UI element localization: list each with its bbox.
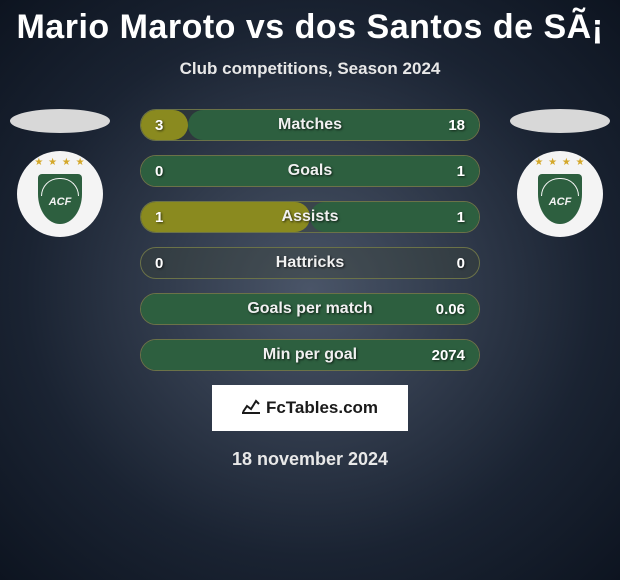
stats-list: 3 Matches 18 0 Goals 1 1 Assists 1 0 Hattricks 0 Goa… bbox=[140, 109, 480, 371]
player-left-column: ★ ★ ★ ★ ACF bbox=[10, 109, 110, 237]
badge-letters: ACF bbox=[49, 196, 72, 208]
stat-value-right: 1 bbox=[457, 163, 465, 180]
player-right-club-badge: ★ ★ ★ ★ ACF bbox=[517, 151, 603, 237]
player-left-club-badge: ★ ★ ★ ★ ACF bbox=[17, 151, 103, 237]
stat-row: Goals per match 0.06 bbox=[140, 293, 480, 325]
stat-value-right: 18 bbox=[448, 117, 465, 134]
stat-value-right: 1 bbox=[457, 209, 465, 226]
watermark-text: FcTables.com bbox=[266, 398, 378, 418]
badge-stars-icon: ★ ★ ★ ★ bbox=[34, 157, 85, 168]
stat-label: Hattricks bbox=[276, 254, 344, 272]
stat-fill-left bbox=[141, 110, 188, 140]
watermark: FcTables.com bbox=[212, 385, 408, 431]
stat-value-right: 0 bbox=[457, 255, 465, 272]
chart-icon bbox=[242, 398, 260, 419]
stat-row: Min per goal 2074 bbox=[140, 339, 480, 371]
stat-label: Goals per match bbox=[247, 300, 372, 318]
stat-label: Goals bbox=[288, 162, 332, 180]
stat-row: 0 Hattricks 0 bbox=[140, 247, 480, 279]
stat-label: Matches bbox=[278, 116, 342, 134]
badge-stars-icon: ★ ★ ★ ★ bbox=[534, 157, 585, 168]
badge-shield-icon: ACF bbox=[38, 174, 82, 224]
stat-row: 0 Goals 1 bbox=[140, 155, 480, 187]
badge-shield-icon: ACF bbox=[538, 174, 582, 224]
player-right-avatar-placeholder bbox=[510, 109, 610, 133]
stat-row: 1 Assists 1 bbox=[140, 201, 480, 233]
stat-row: 3 Matches 18 bbox=[140, 109, 480, 141]
stat-value-left: 1 bbox=[155, 209, 163, 226]
stat-value-left: 0 bbox=[155, 255, 163, 272]
stat-value-right: 2074 bbox=[432, 347, 465, 364]
stat-value-left: 3 bbox=[155, 117, 163, 134]
stat-value-left: 0 bbox=[155, 163, 163, 180]
stat-label: Assists bbox=[282, 208, 339, 226]
player-right-column: ★ ★ ★ ★ ACF bbox=[510, 109, 610, 237]
subtitle: Club competitions, Season 2024 bbox=[0, 59, 620, 79]
badge-ring-icon bbox=[41, 178, 79, 196]
stat-value-right: 0.06 bbox=[436, 301, 465, 318]
page-title: Mario Maroto vs dos Santos de SÃ¡ bbox=[0, 0, 620, 47]
comparison-container: ★ ★ ★ ★ ACF ★ ★ ★ ★ ACF 3 Matches 18 0 Goals… bbox=[0, 109, 620, 470]
player-left-avatar-placeholder bbox=[10, 109, 110, 133]
badge-ring-icon bbox=[541, 178, 579, 196]
stat-label: Min per goal bbox=[263, 346, 357, 364]
date-label: 18 november 2024 bbox=[0, 449, 620, 470]
badge-letters: ACF bbox=[549, 196, 572, 208]
